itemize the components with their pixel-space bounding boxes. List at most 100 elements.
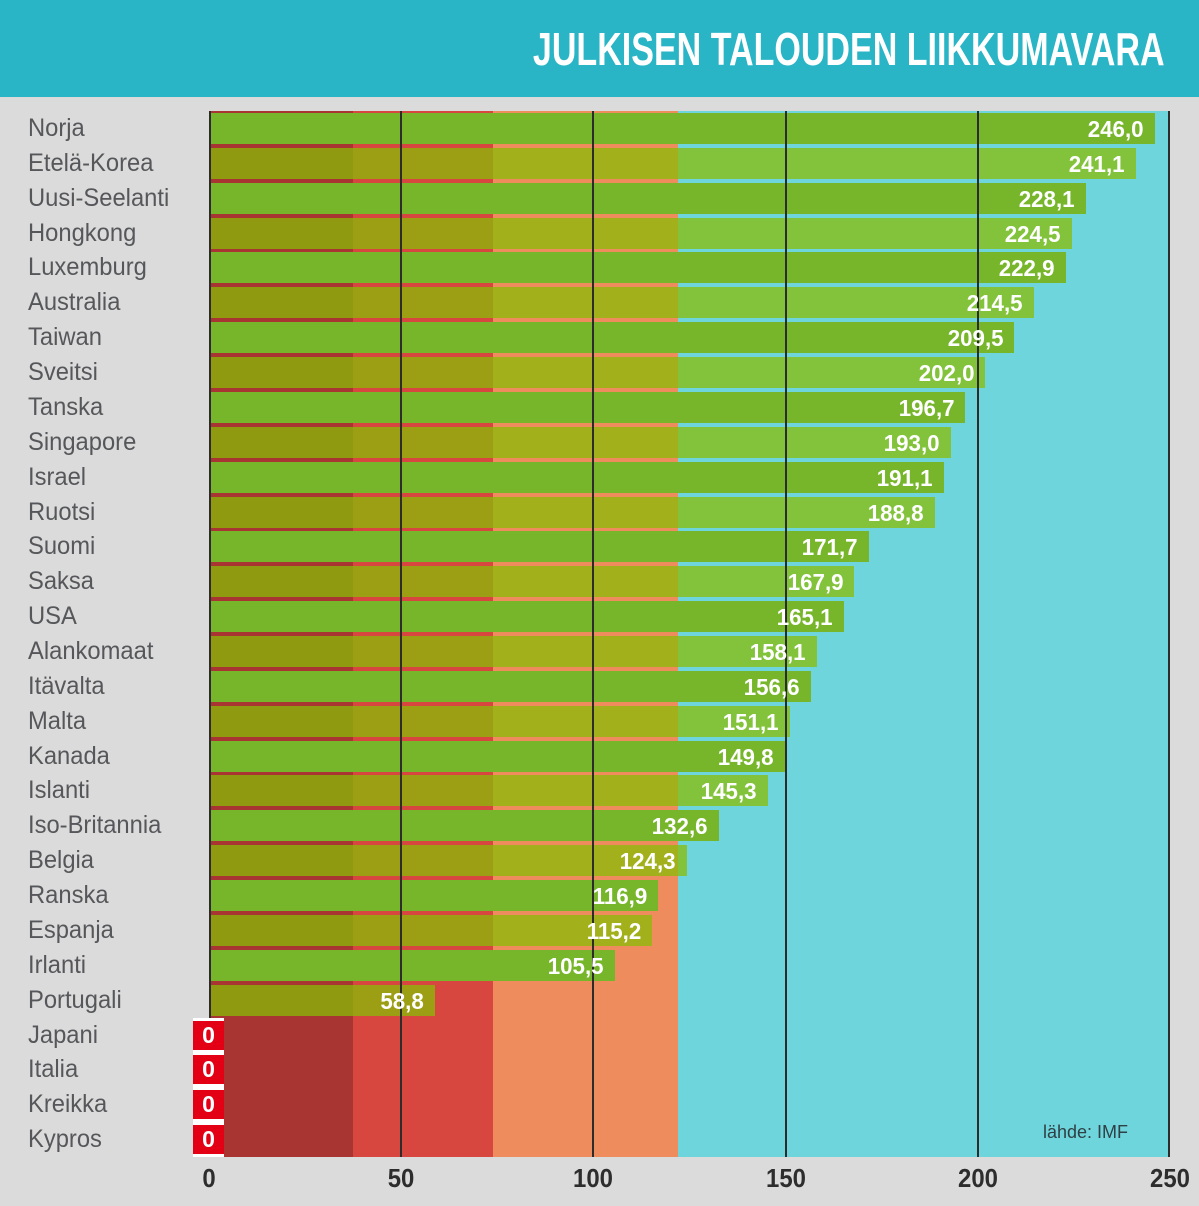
bar-irlanti <box>209 949 615 981</box>
gridline-150 <box>784 111 787 1157</box>
bar-value-label: 224,5 <box>1005 220 1061 247</box>
bar-belgia <box>209 845 687 877</box>
category-label: Norja <box>28 114 85 142</box>
category-label: Kanada <box>28 741 110 770</box>
category-label: Itävalta <box>28 671 105 700</box>
zero-value-badge: 0 <box>193 1052 224 1088</box>
zero-value-badge: 0 <box>193 1017 224 1053</box>
bar-uusi-seelanti <box>209 182 1086 214</box>
category-label: Italia <box>28 1055 79 1084</box>
bar-value-label: 124,3 <box>619 848 676 875</box>
bar-usa <box>209 601 844 633</box>
bar-value-label: 202,0 <box>918 360 975 387</box>
x-tick-250: 250 <box>1150 1163 1190 1193</box>
gridline-100 <box>592 111 595 1157</box>
bar-value-label: 228,1 <box>1018 185 1075 212</box>
bar-malta <box>209 705 790 737</box>
category-label: Israel <box>28 462 87 491</box>
gridline-0 <box>209 111 211 1157</box>
category-label: Ranska <box>28 881 109 910</box>
category-label: Portugali <box>28 985 122 1014</box>
category-label: USA <box>28 602 77 631</box>
category-label: Luxemburg <box>28 253 147 282</box>
gridline-50 <box>400 111 403 1157</box>
bar-value-label: 241,1 <box>1068 150 1125 177</box>
zero-value-badge: 0 <box>193 1087 224 1123</box>
bar-tanska <box>209 391 966 423</box>
category-label: Suomi <box>28 532 96 561</box>
zone-red <box>353 111 494 1157</box>
bar-value-label: 145,3 <box>700 778 757 805</box>
bar-norja <box>209 113 1155 144</box>
zero-value-badge: 0 <box>193 1122 224 1158</box>
bar-value-label: 132,6 <box>651 813 708 840</box>
bar-value-label: 156,6 <box>744 673 800 700</box>
category-label: Australia <box>28 288 121 317</box>
category-label: Kypros <box>28 1125 102 1154</box>
bar-singapore <box>209 426 951 458</box>
zone-dark-red <box>209 111 354 1157</box>
category-label: Etelä-Korea <box>28 148 154 177</box>
gridline-250 <box>1168 111 1170 1157</box>
bar-value-label: 193,0 <box>884 429 940 456</box>
category-label: Alankomaat <box>28 637 154 665</box>
bar-portugali <box>209 984 436 1016</box>
category-label: Sveitsi <box>28 358 98 387</box>
category-label: Islanti <box>28 776 91 805</box>
bar-value-label: 158,1 <box>749 639 806 665</box>
category-label: Saksa <box>28 567 95 596</box>
category-label: Hongkong <box>28 218 137 247</box>
bar-value-label: 222,9 <box>998 255 1055 282</box>
bar-value-label: 209,5 <box>947 325 1004 352</box>
bar-value-label: 196,7 <box>898 394 955 421</box>
bar-etelä-korea <box>209 147 1136 179</box>
category-label: Kreikka <box>28 1090 108 1119</box>
bar-islanti <box>209 775 768 807</box>
category-label: Ruotsi <box>28 497 96 526</box>
category-label: Tanska <box>28 392 104 421</box>
category-label: Belgia <box>28 846 95 875</box>
header-bar: JULKISEN TALOUDEN LIIKKUMAVARA <box>0 0 1199 97</box>
bar-sveitsi <box>209 357 986 389</box>
bar-value-label: 115,2 <box>586 917 641 944</box>
bar-value-label: 246,0 <box>1087 116 1144 142</box>
bar-espanja <box>209 914 652 946</box>
x-tick-100: 100 <box>573 1163 614 1193</box>
bar-iso-britannia <box>209 810 719 842</box>
bar-value-label: 58,8 <box>380 987 425 1014</box>
category-label: Malta <box>28 706 87 735</box>
bar-value-label: 116,9 <box>592 883 648 910</box>
bar-suomi <box>209 531 869 563</box>
bar-hongkong <box>209 217 1072 249</box>
x-tick-50: 50 <box>387 1163 415 1193</box>
bar-value-label: 165,1 <box>776 604 833 631</box>
bar-taiwan <box>209 322 1015 354</box>
bar-luxemburg <box>209 252 1066 284</box>
bar-value-label: 188,8 <box>867 499 924 526</box>
bar-alankomaat <box>209 636 817 667</box>
category-label: Uusi-Seelanti <box>28 183 170 212</box>
x-tick-150: 150 <box>765 1163 806 1193</box>
bar-value-label: 171,7 <box>802 534 859 561</box>
x-tick-200: 200 <box>957 1163 998 1193</box>
category-label: Singapore <box>28 427 137 456</box>
category-label: Irlanti <box>28 950 87 979</box>
bar-australia <box>209 287 1034 319</box>
category-label: Espanja <box>28 915 114 944</box>
bar-kanada <box>209 740 785 772</box>
bar-israel <box>209 461 944 493</box>
bar-value-label: 149,8 <box>718 743 774 770</box>
bar-saksa <box>209 566 855 598</box>
category-label: Japani <box>28 1020 98 1049</box>
chart-title: JULKISEN TALOUDEN LIIKKUMAVARA <box>533 23 1165 75</box>
x-tick-0: 0 <box>202 1163 216 1193</box>
bar-itävalta <box>209 670 811 702</box>
gridline-200 <box>976 111 979 1157</box>
bar-value-label: 214,5 <box>966 290 1023 317</box>
zone-cyan <box>677 111 1170 1157</box>
plot-area: lähde: IMF 246,0 241,1 228,1 224,5 222,9 214,… <box>193 111 1170 1158</box>
bar-value-label: 151,1 <box>723 708 779 735</box>
zone-orange <box>493 111 678 1157</box>
bar-ranska <box>209 880 659 912</box>
